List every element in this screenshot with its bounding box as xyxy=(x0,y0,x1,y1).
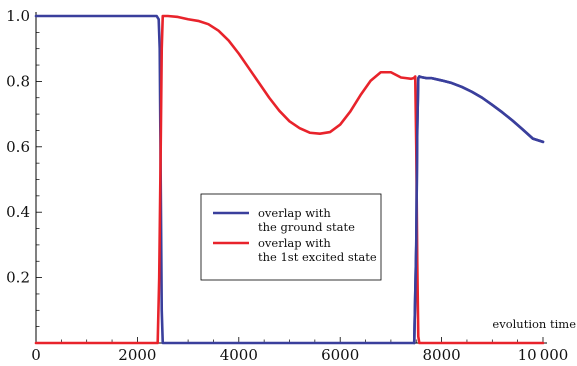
series-line-ground-state xyxy=(34,14,545,345)
series-lines xyxy=(34,14,545,345)
tick-labels: 0 2000 4000 6000 8000 10 000 0.2 0.4 0.6 0.8 1.0 xyxy=(6,7,568,364)
x-tick-label: 8000 xyxy=(423,346,461,364)
x-axis-label: evolution time xyxy=(492,317,576,331)
x-tick-label: 10 000 xyxy=(518,346,569,364)
y-tick-label: 0.2 xyxy=(6,269,30,287)
legend-label: the ground state xyxy=(258,220,355,234)
y-tick-label: 0.4 xyxy=(6,203,30,221)
x-tick-label: 4000 xyxy=(220,346,258,364)
legend-label: overlap with xyxy=(258,236,331,250)
x-tick-label: 0 xyxy=(31,346,41,364)
series-line-excited-state xyxy=(34,14,545,345)
y-tick-label: 1.0 xyxy=(6,7,30,25)
y-tick-label: 0.6 xyxy=(6,138,30,156)
series-line-ground-state-tail xyxy=(412,75,545,345)
axis-ticks xyxy=(35,15,544,343)
legend-box xyxy=(200,193,382,281)
legend-label: the 1st excited state xyxy=(258,250,377,264)
x-tick-label: 6000 xyxy=(321,346,359,364)
legend-label: overlap with xyxy=(258,206,331,220)
x-tick-label: 2000 xyxy=(118,346,156,364)
y-tick-label: 0.8 xyxy=(6,72,30,90)
axes-frame xyxy=(35,12,547,344)
